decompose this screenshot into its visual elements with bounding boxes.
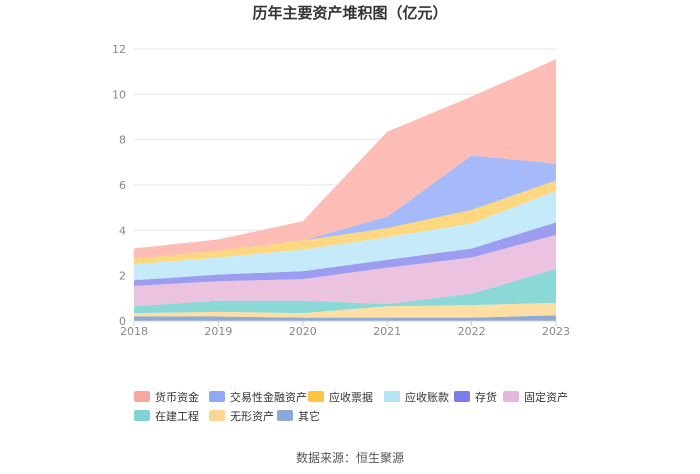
y-tick-label: 12: [112, 43, 126, 56]
legend-label: 在建工程: [155, 409, 199, 423]
legend-item[interactable]: 货币资金: [134, 390, 199, 404]
area-3: [134, 234, 556, 307]
legend-swatch: [209, 410, 225, 421]
y-axis: 0 2 4 6 8 10 12: [112, 43, 126, 328]
y-tick-label: 0: [119, 315, 126, 328]
y-tick-label: 4: [119, 224, 126, 237]
area-6: [134, 180, 556, 265]
area-5: [134, 190, 556, 281]
area-1: [134, 302, 556, 318]
legend-item[interactable]: 固定资产: [503, 390, 568, 404]
y-tick-label: 2: [119, 270, 126, 283]
legend-item[interactable]: 应收账款: [384, 390, 449, 404]
y-tick-label: 10: [112, 88, 126, 101]
x-tick-label: 2023: [542, 325, 570, 338]
legend-swatch: [134, 410, 150, 421]
x-tick-label: 2022: [458, 325, 486, 338]
y-tick-label: 8: [119, 134, 126, 147]
data-source: 数据来源：恒生聚源: [296, 450, 404, 465]
y-tick-label: 6: [119, 179, 126, 192]
legend-label: 无形资产: [230, 409, 274, 423]
legend-swatch: [454, 391, 470, 402]
legend-label: 货币资金: [155, 390, 199, 404]
legend-item[interactable]: 无形资产: [209, 409, 274, 423]
x-tick-label: 2018: [120, 325, 148, 338]
area-8: [134, 59, 556, 259]
x-axis: 2018 2019 2020 2021 2022 2023: [120, 320, 570, 338]
x-tick-label: 2019: [204, 325, 232, 338]
legend-label: 应收账款: [405, 390, 449, 404]
legend-label: 交易性金融资产: [230, 390, 307, 404]
legend-item[interactable]: 其它: [277, 409, 320, 423]
legend-item[interactable]: 应收票据: [308, 390, 373, 404]
legend-item[interactable]: 在建工程: [134, 409, 199, 423]
x-tick-label: 2020: [289, 325, 317, 338]
legend-label: 应收票据: [329, 390, 373, 404]
legend-item[interactable]: 交易性金融资产: [209, 390, 307, 404]
legend-swatch: [277, 410, 293, 421]
chart-title: 历年主要资产堆积图（亿元）: [252, 4, 447, 22]
x-tick-label: 2021: [373, 325, 401, 338]
area-0: [134, 315, 556, 321]
legend-label: 固定资产: [524, 390, 568, 404]
legend-swatch: [134, 391, 150, 402]
legend-swatch: [209, 391, 225, 402]
area-2: [134, 268, 556, 314]
legend-swatch: [308, 391, 324, 402]
legend-swatch: [503, 391, 519, 402]
area-4: [134, 222, 556, 286]
legend-item[interactable]: 存货: [454, 390, 497, 404]
legend-label: 其它: [298, 409, 320, 423]
area-7: [134, 155, 556, 259]
legend-label: 存货: [475, 390, 497, 404]
area-series: [134, 59, 556, 321]
legend-swatch: [384, 391, 400, 402]
